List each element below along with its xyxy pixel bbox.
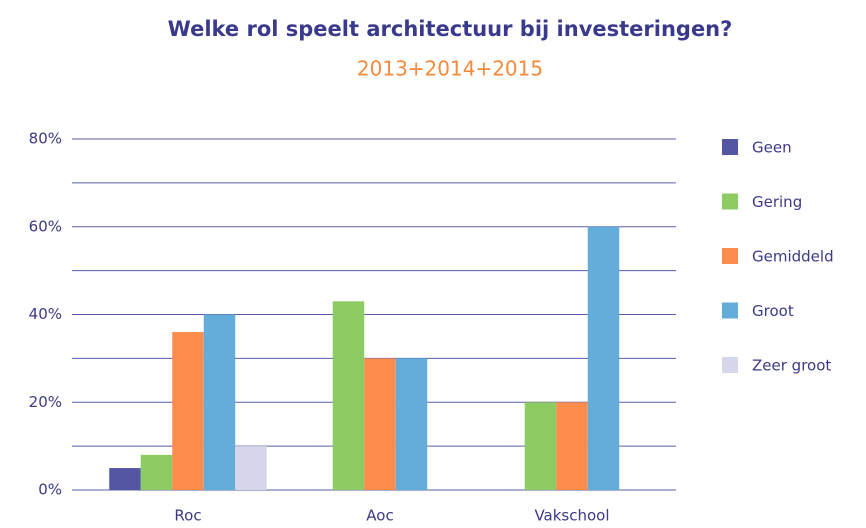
- legend-label: Gering: [752, 193, 802, 211]
- legend-swatch: [722, 302, 738, 319]
- legend-swatch: [722, 248, 738, 264]
- bar: [203, 314, 236, 490]
- bar: [140, 454, 173, 490]
- bar: [364, 358, 396, 490]
- y-tick-label: 60%: [29, 217, 62, 235]
- legend-label: Geen: [752, 139, 792, 157]
- bar: [556, 402, 588, 490]
- x-tick-label: Vakschool: [534, 507, 609, 525]
- x-tick-label: Roc: [174, 507, 201, 525]
- bar: [524, 402, 557, 490]
- y-tick-label: 80%: [29, 130, 62, 148]
- y-tick-label: 0%: [38, 481, 62, 499]
- bar: [235, 446, 267, 490]
- x-tick-label: Aoc: [366, 507, 393, 525]
- chart-subtitle: 2013+2014+2015: [357, 57, 543, 81]
- legend-swatch: [722, 139, 738, 155]
- bar: [395, 358, 428, 490]
- legend-label: Groot: [752, 302, 794, 320]
- legend-swatch: [722, 193, 738, 210]
- y-tick-label: 40%: [29, 305, 62, 323]
- legend-label: Gemiddeld: [752, 248, 834, 266]
- legend-label: Zeer groot: [752, 357, 831, 375]
- bar: [109, 468, 141, 490]
- y-tick-label: 20%: [29, 393, 62, 411]
- chart-title: Welke rol speelt architectuur bij invest…: [168, 17, 733, 41]
- legend-swatch: [722, 357, 738, 373]
- bar: [332, 301, 365, 490]
- bar: [587, 226, 620, 490]
- bar: [172, 332, 204, 490]
